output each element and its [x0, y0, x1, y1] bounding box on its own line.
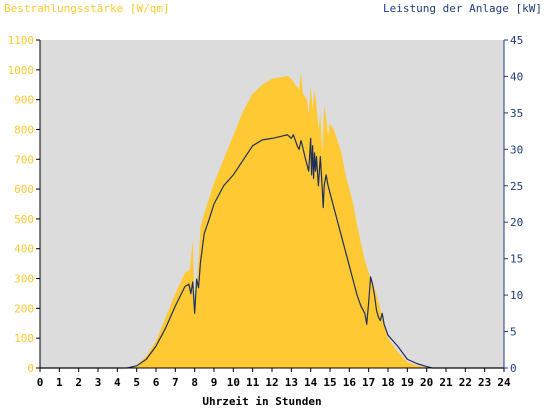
x-tick-label: 9 [211, 376, 218, 389]
x-tick-label: 6 [153, 376, 160, 389]
right-tick-label: 20 [510, 216, 523, 229]
right-tick-label: 25 [510, 180, 523, 193]
x-tick-label: 5 [133, 376, 140, 389]
x-tick-label: 19 [401, 376, 414, 389]
left-tick-label: 500 [14, 213, 34, 226]
right-tick-label: 35 [510, 107, 523, 120]
x-tick-label: 24 [497, 376, 511, 389]
left-tick-label: 0 [27, 362, 34, 375]
x-tick-label: 3 [95, 376, 102, 389]
left-tick-label: 1000 [8, 64, 35, 77]
x-tick-label: 0 [37, 376, 44, 389]
left-axis-title: Bestrahlungsstärke [W/qm] [4, 2, 170, 15]
right-tick-label: 40 [510, 70, 523, 83]
x-tick-label: 23 [478, 376, 491, 389]
right-tick-label: 15 [510, 253, 523, 266]
x-tick-label: 16 [343, 376, 357, 389]
left-tick-label: 300 [14, 273, 34, 286]
x-tick-label: 4 [114, 376, 121, 389]
x-tick-label: 22 [459, 376, 472, 389]
left-tick-label: 900 [14, 94, 34, 107]
right-tick-label: 5 [510, 326, 517, 339]
right-tick-label: 0 [510, 362, 517, 375]
x-tick-label: 2 [75, 376, 82, 389]
left-tick-label: 700 [14, 153, 34, 166]
x-axis-label: Uhrzeit in Stunden [202, 395, 321, 408]
x-tick-label: 20 [420, 376, 433, 389]
right-tick-label: 10 [510, 289, 523, 302]
x-tick-label: 8 [191, 376, 198, 389]
x-tick-label: 18 [381, 376, 394, 389]
power-line [40, 134, 504, 369]
left-tick-label: 1100 [8, 34, 35, 47]
x-tick-label: 13 [285, 376, 298, 389]
left-tick-label: 200 [14, 302, 34, 315]
x-tick-label: 1 [56, 376, 63, 389]
left-tick-label: 400 [14, 243, 34, 256]
left-tick-label: 800 [14, 123, 34, 136]
irradiance-area [40, 72, 504, 369]
x-tick-label: 10 [227, 376, 240, 389]
right-tick-label: 30 [510, 143, 523, 156]
x-tick-label: 7 [172, 376, 179, 389]
x-tick-label: 14 [304, 376, 318, 389]
x-tick-label: 11 [246, 376, 260, 389]
right-tick-label: 45 [510, 34, 523, 47]
x-tick-label: 12 [265, 376, 278, 389]
right-axis-title: Leistung der Anlage [kW] [383, 2, 542, 15]
x-tick-label: 17 [362, 376, 375, 389]
left-tick-label: 100 [14, 332, 34, 345]
left-tick-label: 600 [14, 183, 34, 196]
x-tick-label: 21 [439, 376, 453, 389]
x-tick-label: 15 [323, 376, 336, 389]
